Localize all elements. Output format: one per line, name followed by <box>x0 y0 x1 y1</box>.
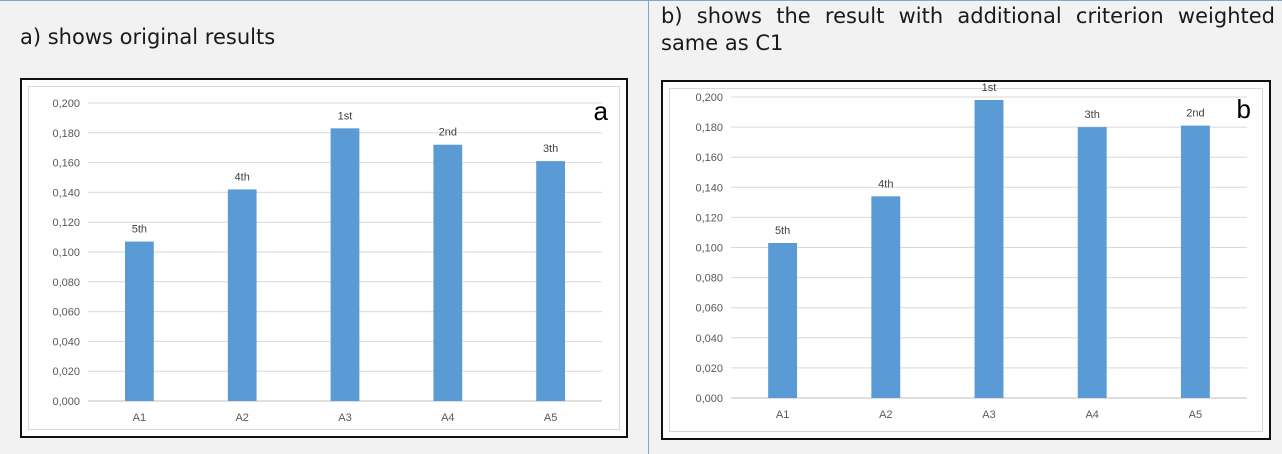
chart-a-data-label: 4th <box>235 171 250 183</box>
chart-a-bar-a4 <box>433 144 463 401</box>
chart-b-y-tick-label: 0,180 <box>695 122 723 134</box>
panel-a-caption: a) shows original results <box>20 25 276 49</box>
table-top-border <box>0 0 1282 1</box>
chart-a-y-tick-label: 0,140 <box>52 187 80 199</box>
chart-a-x-tick-label: A2 <box>235 412 248 424</box>
chart-a-bar-a1 <box>125 241 154 401</box>
chart-b-x-tick-label: A2 <box>879 409 892 421</box>
chart-b-y-tick-label: 0,000 <box>695 393 723 405</box>
chart-a-frame: 0,000 0,020 0,040 0,060 0,080 0,100 0,120 0,140… <box>20 78 628 438</box>
chart-b-data-label: 1st <box>982 82 997 94</box>
chart-b-y-tick-label: 0,140 <box>695 182 723 194</box>
chart-b-y-tick-label: 0,200 <box>695 92 723 104</box>
chart-a-x-tick-label: A3 <box>338 412 351 424</box>
panel-b-letter: b <box>1236 94 1251 124</box>
chart-a-y-tick-label: 0,100 <box>52 247 80 259</box>
chart-b-x-tick-label: A4 <box>1085 409 1098 421</box>
chart-b-y-tick-label: 0,100 <box>695 243 723 255</box>
chart-b-bar-a4 <box>1077 127 1107 398</box>
chart-b-y-tick-label: 0,120 <box>695 212 723 224</box>
chart-b-y-tick-label: 0,080 <box>695 273 723 285</box>
chart-a-y-tick-label: 0,160 <box>52 158 80 170</box>
chart-a: 0,000 0,020 0,040 0,060 0,080 0,100 0,120 0,140… <box>52 98 602 424</box>
chart-a-x-tick-label: A1 <box>133 412 146 424</box>
chart-b-data-label: 2nd <box>1186 108 1204 120</box>
chart-b-data-label: 5th <box>775 225 790 237</box>
panel-a: a) shows original results 0,000 0,020 0,04… <box>20 25 628 438</box>
chart-b-y-tick-label: 0,060 <box>695 303 723 315</box>
chart-b-bar-a2 <box>871 196 901 398</box>
chart-a-x-tick-label: A4 <box>441 412 454 424</box>
chart-a-data-label: 2nd <box>439 127 457 139</box>
chart-b-y-tick-label: 0,040 <box>695 333 723 345</box>
chart-a-bar-a3 <box>330 128 360 401</box>
chart-b: 0,000 0,020 0,040 0,060 0,080 0,100 0,120 0,140… <box>695 82 1247 421</box>
panel-a-letter: a <box>593 96 608 126</box>
chart-b-x-tick-label: A3 <box>982 409 995 421</box>
chart-a-y-tick-label: 0,200 <box>52 98 80 110</box>
chart-a-bar-a2 <box>227 189 257 401</box>
chart-a-data-label: 1st <box>338 110 353 122</box>
chart-b-frame: 0,000 0,020 0,040 0,060 0,080 0,100 0,120 0,140… <box>661 80 1271 440</box>
chart-a-x-tick-label: A5 <box>544 412 557 424</box>
chart-a-y-tick-label: 0,180 <box>52 128 80 140</box>
panel-b: b) shows the result with additional crit… <box>649 0 1282 454</box>
chart-b-x-tick-label: A5 <box>1189 409 1202 421</box>
chart-b-bar-a3 <box>974 100 1004 398</box>
chart-a-y-tick-label: 0,020 <box>52 366 80 378</box>
chart-b-bar-a5 <box>1180 125 1210 398</box>
table-column-divider <box>648 0 649 454</box>
chart-b-data-label: 4th <box>878 178 893 190</box>
chart-a-bar-a5 <box>536 161 565 401</box>
chart-b-y-tick-label: 0,160 <box>695 152 723 164</box>
chart-a-y-tick-label: 0,080 <box>52 277 80 289</box>
chart-b-data-label: 3th <box>1085 109 1100 121</box>
chart-b-bar-a1 <box>768 242 798 398</box>
chart-a-y-tick-label: 0,120 <box>52 217 80 229</box>
chart-a-data-label: 5th <box>132 224 147 236</box>
chart-b-x-tick-label: A1 <box>776 409 789 421</box>
chart-a-y-tick-label: 0,060 <box>52 307 80 319</box>
chart-a-y-tick-label: 0,000 <box>52 396 80 408</box>
chart-a-data-label: 3th <box>543 143 558 155</box>
chart-a-y-tick-label: 0,040 <box>52 336 80 348</box>
chart-b-y-tick-label: 0,020 <box>695 363 723 375</box>
panel-b-caption: b) shows the result with additional crit… <box>661 4 1275 55</box>
